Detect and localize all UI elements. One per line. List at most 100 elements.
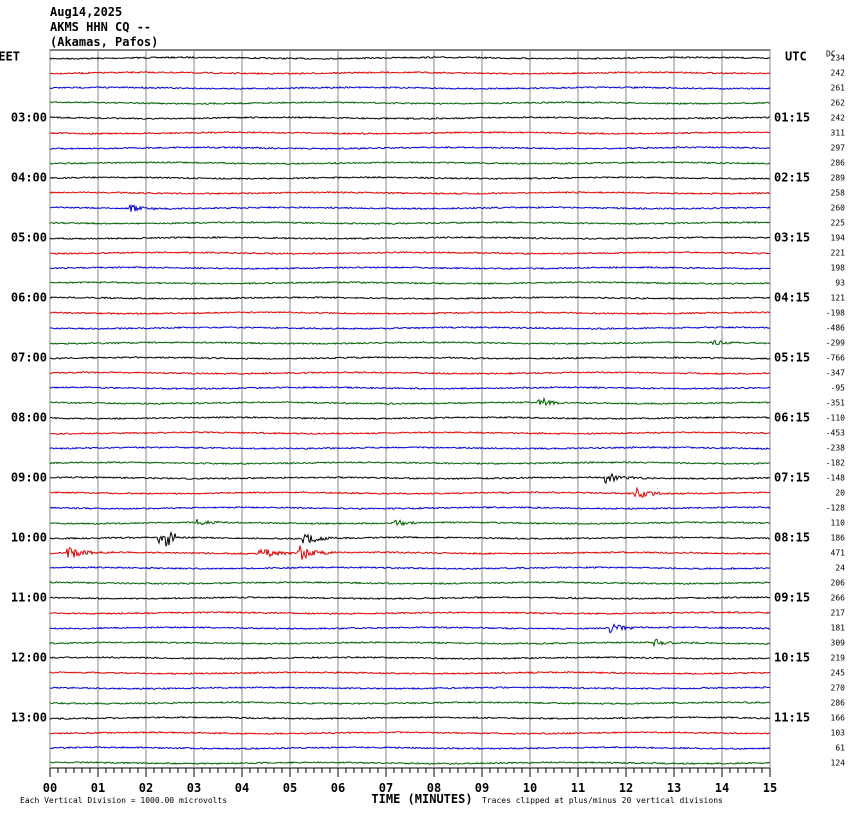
dc-value: 186 bbox=[831, 534, 846, 543]
dc-value: -238 bbox=[826, 444, 845, 453]
trace bbox=[49, 356, 771, 360]
dc-value: -453 bbox=[826, 429, 845, 438]
dc-value: 286 bbox=[831, 699, 846, 708]
x-tick-label: 12 bbox=[619, 781, 633, 795]
x-tick-label: 13 bbox=[667, 781, 681, 795]
dc-value: 286 bbox=[831, 159, 846, 168]
dc-value: 194 bbox=[831, 234, 846, 243]
utc-label: 01:15 bbox=[774, 111, 810, 125]
dc-value: 242 bbox=[831, 69, 846, 78]
right-header: UTC bbox=[785, 50, 807, 64]
x-tick-label: 05 bbox=[283, 781, 297, 795]
trace bbox=[49, 415, 771, 421]
trace bbox=[49, 431, 771, 435]
plot-frame bbox=[49, 49, 771, 769]
eet-label: 12:00 bbox=[11, 651, 47, 665]
x-tick-label: 04 bbox=[235, 781, 249, 795]
trace bbox=[49, 280, 771, 285]
utc-label: 11:15 bbox=[774, 711, 810, 725]
dc-value: 266 bbox=[831, 594, 846, 603]
x-tick-label: 15 bbox=[763, 781, 777, 795]
trace bbox=[49, 486, 771, 498]
dc-value: 471 bbox=[831, 549, 846, 558]
x-tick-label: 02 bbox=[139, 781, 153, 795]
trace bbox=[49, 530, 771, 547]
trace bbox=[49, 296, 771, 301]
utc-label: 07:15 bbox=[774, 471, 810, 485]
trace bbox=[49, 145, 771, 151]
utc-label: 03:15 bbox=[774, 231, 810, 245]
trace bbox=[49, 671, 771, 676]
eet-label: 09:00 bbox=[11, 471, 47, 485]
eet-label: 05:00 bbox=[11, 231, 47, 245]
trace bbox=[49, 566, 771, 570]
eet-label: 04:00 bbox=[11, 171, 47, 185]
dc-value: 221 bbox=[831, 249, 846, 258]
dc-value: 225 bbox=[831, 219, 846, 228]
eet-label: 06:00 bbox=[11, 291, 47, 305]
dc-value: 309 bbox=[831, 639, 846, 648]
dc-header: DC bbox=[826, 50, 836, 59]
dc-value: -351 bbox=[826, 399, 845, 408]
dc-value: 181 bbox=[831, 624, 846, 633]
trace bbox=[49, 385, 771, 390]
x-tick-label: 10 bbox=[523, 781, 537, 795]
dc-value: -198 bbox=[826, 309, 845, 318]
trace bbox=[49, 191, 771, 196]
dc-value: 124 bbox=[831, 759, 846, 768]
dc-value: 24 bbox=[835, 564, 845, 573]
x-tick-label: 03 bbox=[187, 781, 201, 795]
dc-value: 297 bbox=[831, 144, 846, 153]
dc-value: -299 bbox=[826, 339, 845, 348]
trace bbox=[49, 251, 771, 255]
eet-label: 08:00 bbox=[11, 411, 47, 425]
trace bbox=[49, 505, 771, 510]
utc-label: 06:15 bbox=[774, 411, 810, 425]
dc-value: 234 bbox=[831, 54, 846, 63]
trace bbox=[49, 472, 771, 485]
trace bbox=[50, 204, 771, 212]
dc-value: 61 bbox=[835, 744, 845, 753]
x-tick-label: 00 bbox=[43, 781, 57, 795]
eet-label: 13:00 bbox=[11, 711, 47, 725]
trace bbox=[49, 325, 771, 330]
trace bbox=[49, 370, 771, 376]
dc-value: 206 bbox=[831, 579, 846, 588]
eet-label: 07:00 bbox=[11, 351, 47, 365]
trace bbox=[49, 160, 771, 165]
dc-value: 20 bbox=[835, 489, 845, 498]
trace bbox=[49, 461, 771, 466]
trace bbox=[50, 746, 771, 751]
dc-value: 198 bbox=[831, 264, 846, 273]
trace bbox=[49, 396, 771, 407]
dc-value: 261 bbox=[831, 84, 846, 93]
x-tick-label: 09 bbox=[475, 781, 489, 795]
dc-value: 166 bbox=[831, 714, 846, 723]
dc-value: 260 bbox=[831, 204, 846, 213]
trace bbox=[49, 716, 771, 720]
trace bbox=[49, 130, 771, 135]
eet-label: 03:00 bbox=[11, 111, 47, 125]
dc-value: 258 bbox=[831, 189, 846, 198]
dc-value: 103 bbox=[831, 729, 846, 738]
trace bbox=[49, 731, 771, 735]
left-header: EET bbox=[0, 50, 20, 64]
trace bbox=[49, 176, 771, 180]
x-tick-label: 01 bbox=[91, 781, 105, 795]
trace bbox=[49, 55, 771, 60]
station: AKMS HHN CQ -- bbox=[50, 20, 151, 34]
eet-label: 10:00 bbox=[11, 531, 47, 545]
x-axis-title: TIME (MINUTES) bbox=[371, 792, 472, 806]
dc-value: 289 bbox=[831, 174, 846, 183]
x-tick-label: 11 bbox=[571, 781, 585, 795]
trace bbox=[49, 581, 771, 586]
dc-value: 121 bbox=[831, 294, 846, 303]
dc-value: -347 bbox=[826, 369, 845, 378]
dc-value: 242 bbox=[831, 114, 846, 123]
trace bbox=[49, 638, 771, 648]
x-tick-label: 08 bbox=[427, 781, 441, 795]
dc-value: -95 bbox=[831, 384, 846, 393]
trace bbox=[49, 221, 771, 226]
trace bbox=[49, 700, 771, 706]
